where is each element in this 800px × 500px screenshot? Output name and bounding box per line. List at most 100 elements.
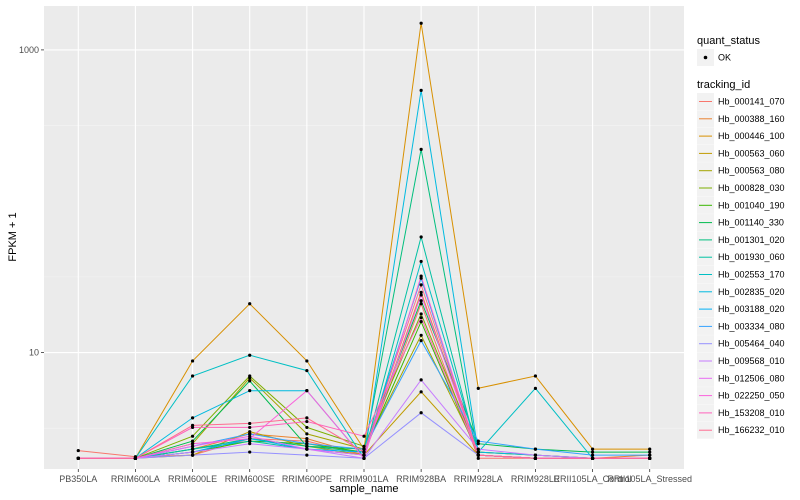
data-point bbox=[533, 447, 538, 451]
x-tick-label: PB350LA bbox=[59, 474, 97, 484]
data-point bbox=[248, 425, 252, 430]
legend-label: Hb_000446_100 bbox=[718, 131, 785, 141]
x-tick-label: RRIM928BA bbox=[396, 474, 446, 484]
data-point bbox=[419, 299, 423, 303]
data-point bbox=[305, 389, 309, 393]
data-point bbox=[248, 430, 252, 434]
data-point bbox=[419, 320, 423, 324]
data-point bbox=[76, 456, 80, 460]
legend-label: OK bbox=[718, 53, 731, 63]
data-point bbox=[419, 378, 423, 382]
data-point bbox=[248, 379, 252, 383]
y-axis-title: FPKM + 1 bbox=[7, 212, 19, 261]
data-point bbox=[476, 450, 480, 454]
data-point bbox=[305, 439, 309, 443]
data-point bbox=[419, 147, 423, 151]
data-point bbox=[190, 453, 195, 457]
data-point bbox=[248, 442, 252, 446]
data-point bbox=[305, 416, 309, 420]
legend-label: Hb_166232_010 bbox=[718, 425, 785, 435]
data-point bbox=[305, 442, 309, 446]
legend-label: Hb_022250_050 bbox=[718, 391, 785, 401]
data-point bbox=[305, 436, 309, 441]
data-point bbox=[362, 434, 366, 438]
data-point bbox=[248, 436, 252, 441]
y-tick-label: 1000 bbox=[19, 45, 39, 55]
data-point bbox=[190, 416, 195, 420]
x-tick-label: RRIM600LE bbox=[168, 474, 217, 484]
legend-label: Hb_000563_080 bbox=[718, 166, 785, 176]
data-point bbox=[476, 453, 480, 457]
data-point bbox=[476, 456, 480, 460]
data-point bbox=[248, 302, 252, 306]
data-point bbox=[419, 235, 423, 239]
data-point bbox=[419, 302, 423, 306]
data-point bbox=[305, 432, 309, 436]
legend-label: Hb_000141_070 bbox=[718, 97, 785, 107]
data-point bbox=[248, 450, 252, 454]
shape-legend-title: quant_status bbox=[697, 35, 760, 47]
data-point bbox=[133, 456, 138, 460]
data-point bbox=[305, 453, 309, 457]
data-point bbox=[248, 389, 252, 393]
data-point bbox=[419, 411, 423, 415]
data-point bbox=[419, 338, 423, 343]
legend-label: Hb_000563_060 bbox=[718, 148, 785, 158]
x-axis-title: sample_name bbox=[329, 483, 398, 495]
y-tick-label: 10 bbox=[29, 348, 39, 358]
series-points bbox=[76, 21, 652, 460]
legend-label: Hb_012506_080 bbox=[718, 373, 785, 383]
data-point bbox=[476, 447, 480, 451]
y-axis: 10 1000 bbox=[19, 45, 44, 358]
data-point bbox=[419, 88, 423, 92]
data-point bbox=[190, 444, 195, 448]
data-point bbox=[248, 439, 252, 443]
legend-label: Hb_001140_330 bbox=[718, 218, 784, 228]
data-point bbox=[305, 368, 309, 373]
data-point bbox=[190, 374, 195, 378]
data-point bbox=[305, 425, 309, 430]
x-tick-label: RRIM928LE bbox=[511, 474, 560, 484]
data-point bbox=[476, 439, 480, 443]
data-point bbox=[362, 447, 366, 451]
data-point bbox=[419, 293, 423, 297]
data-point bbox=[648, 447, 652, 451]
data-point bbox=[590, 450, 595, 454]
data-point bbox=[419, 283, 423, 287]
color-legend-items: Hb_000141_070 Hb_000388_160 Hb_000446_100 H… bbox=[697, 93, 785, 439]
legend-point-symbol bbox=[703, 55, 708, 60]
data-point bbox=[362, 453, 366, 457]
legend-label: Hb_003188_020 bbox=[718, 304, 785, 314]
data-point bbox=[419, 333, 423, 337]
data-point bbox=[190, 434, 195, 438]
data-point bbox=[248, 353, 252, 357]
data-point bbox=[533, 386, 538, 390]
data-point bbox=[590, 456, 595, 460]
data-point bbox=[533, 374, 538, 378]
data-point bbox=[590, 453, 595, 457]
color-legend-title: tracking_id bbox=[697, 79, 750, 91]
data-point bbox=[419, 21, 423, 25]
x-tick-label: RRIM600LA bbox=[111, 474, 160, 484]
legend-label: Hb_009568_010 bbox=[718, 356, 785, 366]
x-tick-label: RRIM928LA bbox=[454, 474, 503, 484]
x-tick-label: RRIM600SE bbox=[225, 474, 275, 484]
data-point bbox=[248, 432, 252, 436]
data-point bbox=[248, 421, 252, 426]
data-point bbox=[190, 447, 195, 451]
data-point bbox=[419, 316, 423, 320]
data-point bbox=[476, 442, 480, 446]
legend-label: Hb_153208_010 bbox=[718, 408, 785, 418]
x-tick-label: RRII105LA_Control bbox=[554, 474, 632, 484]
data-point bbox=[190, 442, 195, 446]
legend-label: Hb_001040_190 bbox=[718, 200, 785, 210]
x-axis: PB350LA RRIM600LA RRIM600LE RRIM600SE RRIM60… bbox=[59, 469, 692, 484]
data-point bbox=[362, 456, 366, 460]
data-point bbox=[305, 444, 309, 448]
legend-label: Hb_000388_160 bbox=[718, 114, 785, 124]
data-point bbox=[190, 450, 195, 454]
data-point bbox=[305, 419, 309, 424]
legend-label: Hb_001301_020 bbox=[718, 235, 785, 245]
data-point bbox=[648, 450, 652, 454]
data-point bbox=[362, 444, 366, 448]
